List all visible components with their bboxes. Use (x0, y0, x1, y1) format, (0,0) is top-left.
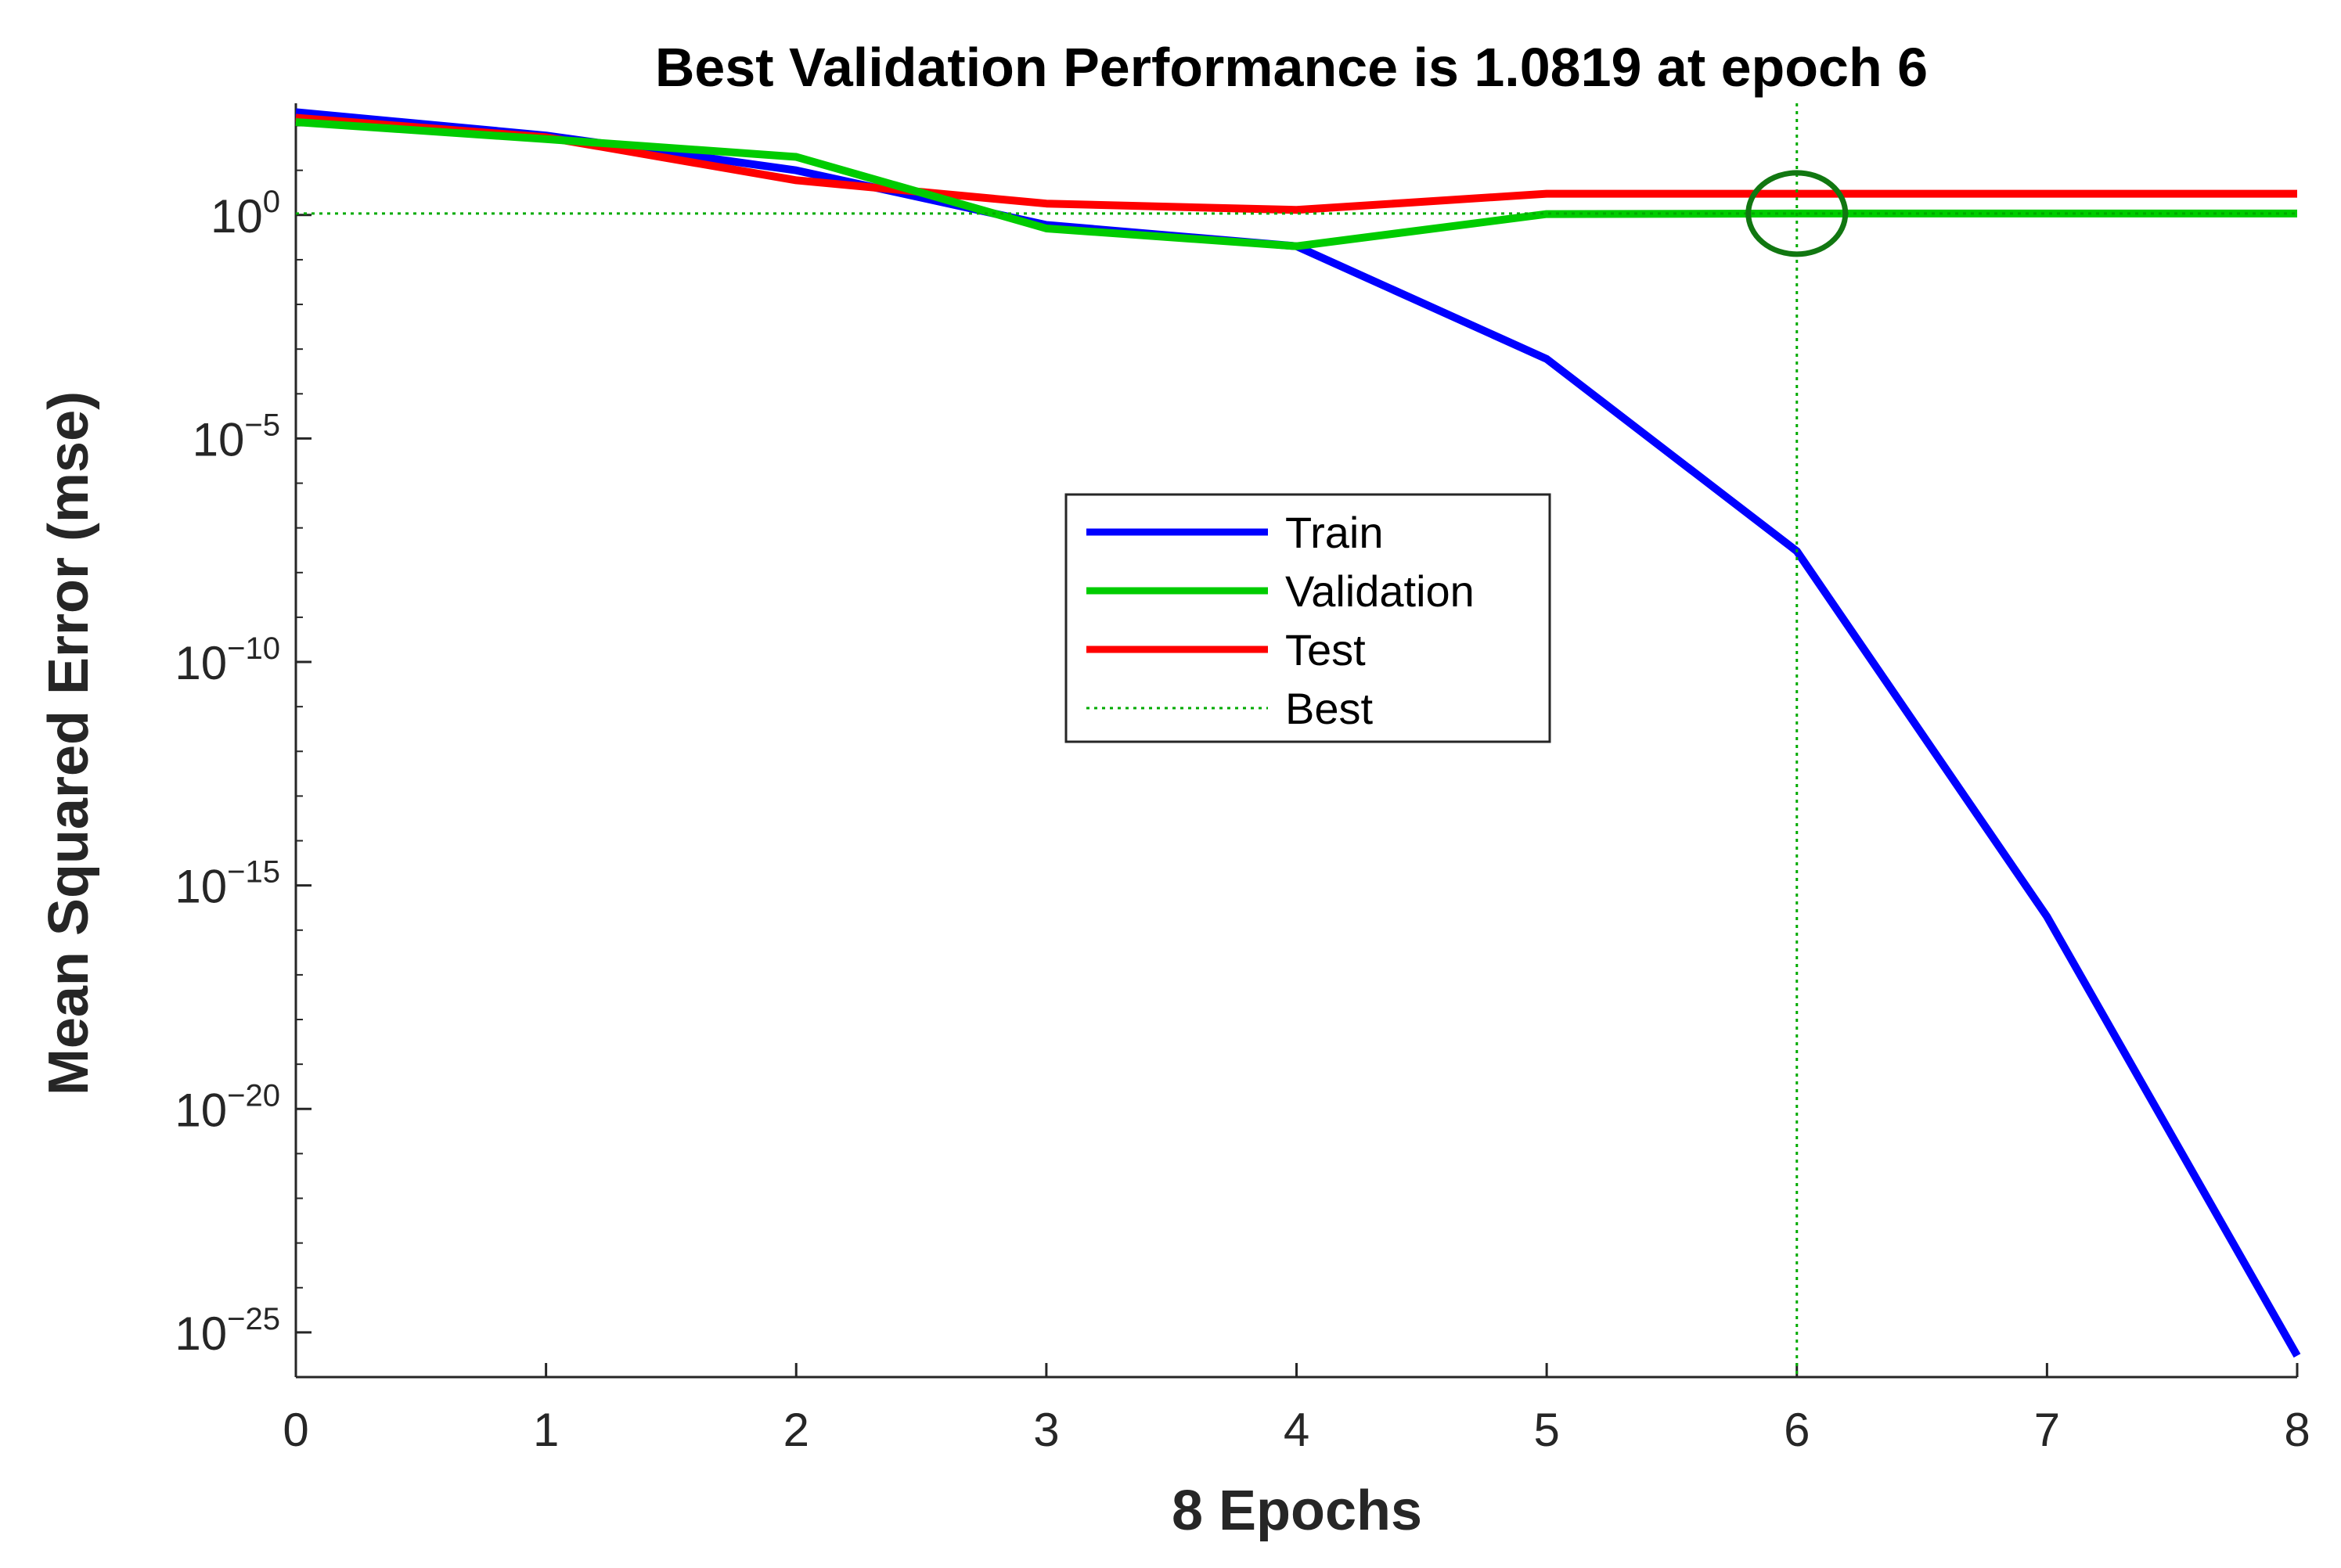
legend-box (1064, 493, 1551, 743)
y-tick-label: 10−25 (175, 1302, 280, 1360)
legend-label-best: Best (1285, 684, 1373, 733)
x-tick-label: 6 (1784, 1404, 1810, 1456)
best-markers (296, 103, 2297, 1377)
x-tick-label: 8 (2284, 1404, 2310, 1456)
y-tick-label: 10−5 (193, 408, 280, 466)
y-axis-label: Mean Squared Error (mse) (38, 391, 100, 1095)
legend-label-test: Test (1285, 625, 1366, 674)
x-tick-label: 2 (783, 1404, 809, 1456)
legend: Train Validation Test Best (1064, 493, 1551, 743)
legend-label-validation: Validation (1285, 566, 1475, 616)
y-tick-label: 10−10 (175, 631, 280, 689)
x-tick-label: 4 (1284, 1404, 1309, 1456)
axes: 0 1 2 3 4 5 6 7 8 100 10−5 10−10 10−15 10−20 10−25 (175, 103, 2310, 1456)
series-line-test (295, 113, 2297, 214)
x-tick-label: 0 (283, 1404, 308, 1456)
y-tick-label: 10−20 (175, 1078, 280, 1136)
y-tick-label: 10−15 (175, 855, 280, 913)
x-tick-label: 1 (533, 1404, 559, 1456)
legend-label-train: Train (1285, 508, 1384, 557)
best-point-marker (1745, 170, 1849, 257)
x-axis-label: 8 Epochs (1172, 1480, 1422, 1542)
x-tick-label: 7 (2034, 1404, 2060, 1456)
y-tick-label: 100 (211, 185, 280, 243)
chart-title: Best Validation Performance is 1.0819 at… (655, 37, 1928, 98)
x-tick-label: 5 (1533, 1404, 1559, 1456)
x-tick-label: 3 (1033, 1404, 1059, 1456)
